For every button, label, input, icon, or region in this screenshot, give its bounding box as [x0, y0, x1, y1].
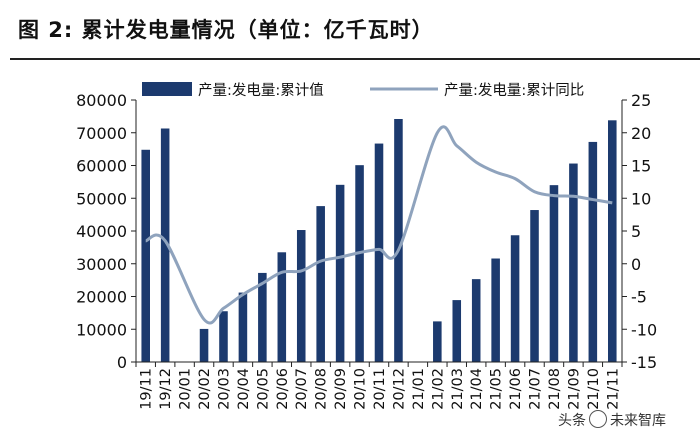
- x-tick-label: 20/11: [372, 368, 388, 410]
- x-tick-label: 20/08: [314, 368, 330, 410]
- x-tick-label: 20/10: [353, 368, 369, 410]
- bar: [491, 258, 500, 362]
- y-left-tick-label: 20000: [76, 288, 127, 307]
- watermark-text-2: 未来智库: [610, 413, 666, 429]
- y-right-tick-label: 25: [631, 91, 651, 110]
- bar: [530, 210, 539, 362]
- x-tick-label: 19/11: [139, 368, 155, 410]
- y-right-tick-label: 20: [631, 124, 651, 143]
- bar: [141, 149, 150, 362]
- line-series: [145, 125, 613, 325]
- x-tick-label: 20/06: [275, 368, 291, 410]
- watermark-logo-icon: [589, 410, 607, 428]
- y-left-tick-label: 30000: [76, 255, 127, 274]
- y-left-tick-label: 10000: [76, 320, 127, 339]
- x-tick-label: 21/02: [430, 368, 446, 410]
- x-tick-label: 21/04: [469, 368, 485, 410]
- figure-title: 图 2: 累计发电量情况（单位：亿千瓦时）: [18, 18, 434, 42]
- bar: [569, 163, 578, 362]
- y-left-tick-label: 70000: [76, 124, 127, 143]
- y-left-tick-label: 0: [117, 353, 127, 372]
- bar: [355, 165, 364, 362]
- bar: [510, 235, 520, 362]
- x-tick-label: 20/04: [236, 368, 252, 410]
- bar: [433, 321, 442, 362]
- y-right-tick-label: -5: [631, 288, 647, 307]
- bar: [452, 300, 462, 362]
- x-tick-label: 20/07: [294, 368, 310, 410]
- y-left-tick-label: 60000: [76, 157, 127, 176]
- x-tick-label: 20/02: [197, 368, 213, 410]
- x-tick-label: 20/03: [216, 368, 232, 410]
- x-tick-label: 21/06: [508, 368, 524, 410]
- x-tick-label: 21/11: [605, 368, 621, 410]
- legend: 产量:发电量:累计值 产量:发电量:累计同比: [142, 82, 584, 99]
- x-tick-label: 20/01: [178, 368, 194, 410]
- bar: [238, 292, 248, 362]
- legend-bar-swatch: [142, 82, 192, 96]
- x-tick-label: 21/07: [528, 368, 544, 410]
- watermark: 头条 未来智库: [558, 410, 666, 430]
- y-right-tick-label: 15: [631, 157, 651, 176]
- plot-area: 0 10000 20000 30000 40000 50000 60000 70000 8000…: [76, 91, 657, 410]
- bar: [394, 118, 403, 363]
- watermark-text-1: 头条: [558, 413, 586, 429]
- bar: [199, 328, 209, 362]
- bar: [608, 120, 617, 363]
- bar: [258, 272, 267, 362]
- x-tick-label: 21/03: [450, 368, 466, 410]
- bar: [374, 143, 384, 362]
- bar: [296, 230, 306, 362]
- bar: [588, 141, 598, 362]
- x-tick-label: 20/12: [391, 368, 407, 410]
- title-rule: [10, 58, 700, 60]
- bar: [471, 279, 481, 362]
- bar: [219, 311, 228, 362]
- y-left-tick-label: 50000: [76, 189, 127, 208]
- legend-bar-label: 产量:发电量:累计值: [198, 82, 324, 99]
- bar: [335, 184, 345, 362]
- bar: [160, 128, 170, 362]
- y-right-tick-label: 5: [631, 222, 641, 241]
- y-right-tick-label: 10: [631, 189, 651, 208]
- x-tick-label: 20/05: [255, 368, 271, 410]
- bar: [549, 185, 559, 362]
- y-left-tick-label: 40000: [76, 222, 127, 241]
- x-tick-label: 21/09: [566, 368, 582, 410]
- x-tick-label: 21/05: [489, 368, 505, 410]
- x-tick-label: 21/10: [586, 368, 602, 410]
- x-tick-label: 21/08: [547, 368, 563, 410]
- legend-line-label: 产量:发电量:累计同比: [444, 82, 584, 99]
- x-tick-label: 21/01: [411, 368, 427, 410]
- bar: [277, 252, 287, 362]
- y-right-tick-label: -10: [631, 320, 657, 339]
- y-right-tick-label: -15: [631, 353, 657, 372]
- y-left-tick-label: 80000: [76, 91, 127, 110]
- y-right-tick-label: 0: [631, 255, 641, 274]
- x-tick-label: 19/12: [158, 368, 174, 410]
- x-tick-label: 20/09: [333, 368, 349, 410]
- bar: [316, 206, 325, 362]
